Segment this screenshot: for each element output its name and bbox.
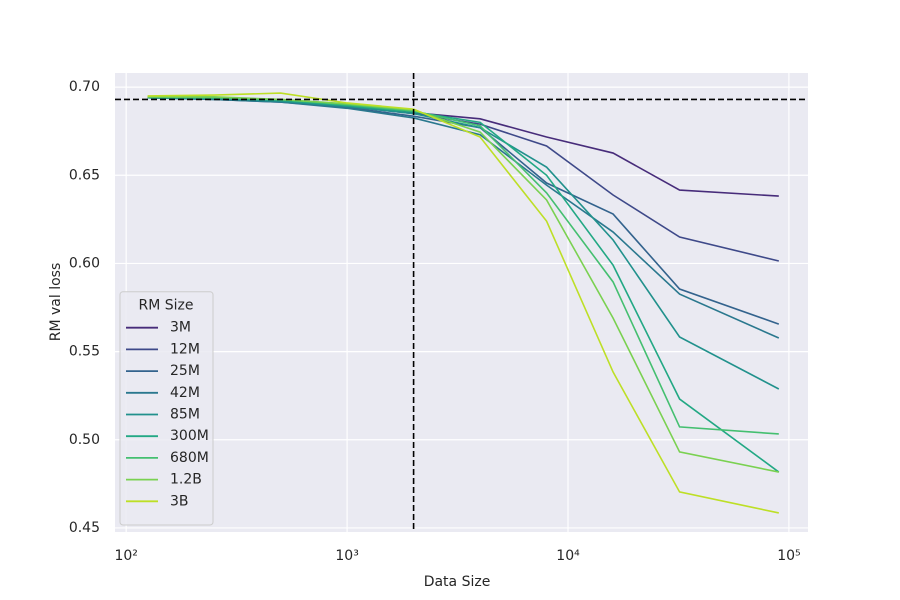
x-tick-label: 10³ (335, 548, 358, 564)
legend-label: 680M (170, 450, 209, 466)
x-axis-label: Data Size (424, 574, 491, 590)
series-line (147, 92, 779, 514)
legend-label: 3B (170, 493, 189, 509)
x-tick-label: 10⁵ (777, 548, 800, 564)
legend-label: 3M (170, 320, 191, 336)
y-axis-label: RM val loss (48, 263, 64, 342)
series-line (147, 96, 780, 339)
legend-label: 25M (170, 363, 200, 379)
legend-label: 12M (170, 341, 200, 357)
legend-title: RM Size (139, 298, 194, 314)
y-tick-label: 0.65 (69, 167, 100, 183)
legend-label: 42M (170, 385, 200, 401)
y-tick-label: 0.50 (69, 432, 100, 448)
y-tick-label: 0.55 (69, 344, 100, 360)
y-tick-label: 0.70 (69, 79, 100, 95)
legend-label: 1.2B (170, 472, 202, 488)
x-tick-label: 10⁴ (556, 548, 580, 564)
x-tick-label: 10² (114, 548, 137, 564)
legend-label: 85M (170, 407, 200, 423)
y-tick-label: 0.45 (69, 520, 100, 536)
series-line (147, 96, 779, 473)
legend-label: 300M (170, 428, 209, 444)
y-tick-label: 0.60 (69, 255, 100, 271)
plot-area (115, 73, 808, 532)
